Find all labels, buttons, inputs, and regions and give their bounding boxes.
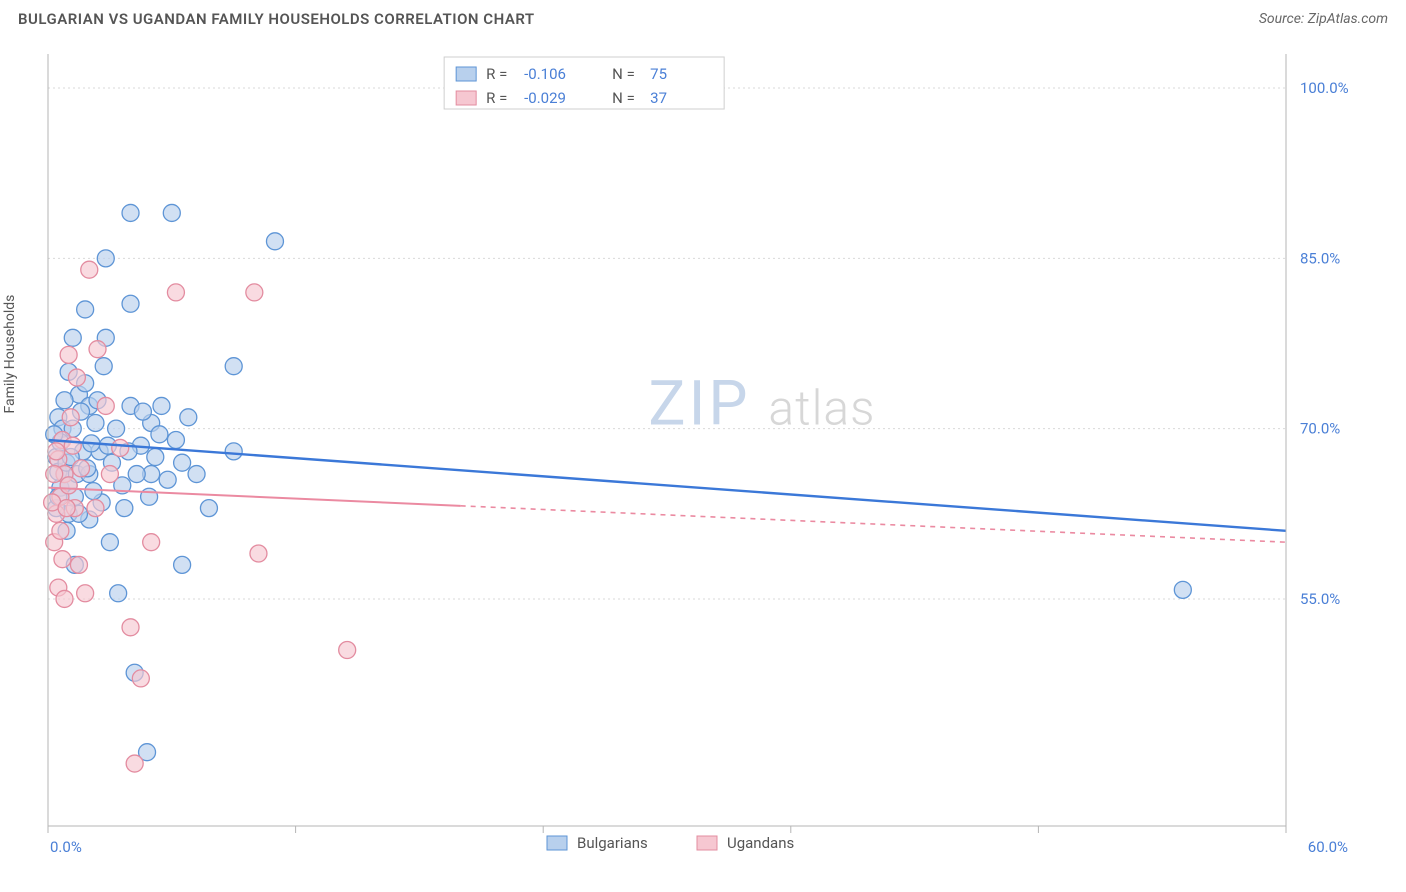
source-name: ZipAtlas.com: [1308, 11, 1388, 27]
legend-swatch: [456, 91, 476, 105]
data-point: [97, 397, 114, 414]
x-tick-label: 0.0%: [50, 838, 82, 856]
data-point: [87, 414, 104, 431]
legend-n-value: 75: [650, 65, 667, 83]
data-point: [85, 483, 102, 500]
data-point: [110, 585, 127, 602]
header-bar: BULGARIAN VS UGANDAN FAMILY HOUSEHOLDS C…: [0, 0, 1406, 36]
y-tick-label: 85.0%: [1300, 249, 1340, 267]
data-point: [174, 556, 191, 573]
data-point: [1174, 581, 1191, 598]
data-point: [188, 466, 205, 483]
data-point: [101, 466, 118, 483]
y-tick-label: 70.0%: [1300, 420, 1340, 438]
data-point: [81, 261, 98, 278]
data-point: [73, 460, 90, 477]
data-point: [58, 500, 75, 517]
data-point: [225, 358, 242, 375]
data-point: [54, 551, 71, 568]
legend-n-value: 37: [650, 89, 667, 107]
legend-n-label: N =: [612, 89, 635, 107]
data-point: [60, 477, 77, 494]
data-point: [141, 488, 158, 505]
data-point: [126, 755, 143, 772]
data-point: [89, 341, 106, 358]
data-point: [95, 358, 112, 375]
data-point: [163, 204, 180, 221]
data-point: [180, 409, 197, 426]
legend-r-value: -0.106: [524, 65, 566, 83]
data-point: [132, 670, 149, 687]
data-point: [101, 534, 118, 551]
data-point: [70, 556, 87, 573]
trendline-ugandans-dashed: [461, 506, 1286, 542]
data-point: [52, 522, 69, 539]
data-point: [108, 420, 125, 437]
bottom-legend-swatch: [697, 836, 717, 850]
watermark-zip: ZIP: [648, 368, 750, 441]
chart-title: BULGARIAN VS UGANDAN FAMILY HOUSEHOLDS C…: [18, 10, 535, 28]
data-point: [87, 500, 104, 517]
data-point: [167, 284, 184, 301]
data-point: [225, 443, 242, 460]
data-point: [122, 204, 139, 221]
bottom-legend-label: Ugandans: [727, 834, 794, 852]
data-point: [64, 329, 81, 346]
data-point: [151, 426, 168, 443]
data-point: [60, 346, 77, 363]
data-point: [167, 432, 184, 449]
data-point: [116, 500, 133, 517]
x-tick-label: 60.0%: [1308, 838, 1348, 856]
data-point: [266, 233, 283, 250]
legend-swatch: [456, 67, 476, 81]
data-point: [339, 642, 356, 659]
data-point: [112, 439, 129, 456]
bottom-legend-swatch: [547, 836, 567, 850]
source-credit: Source: ZipAtlas.com: [1259, 11, 1388, 27]
data-point: [246, 284, 263, 301]
data-point: [62, 409, 79, 426]
data-point: [48, 443, 65, 460]
data-point: [122, 619, 139, 636]
data-point: [200, 500, 217, 517]
data-point: [68, 369, 85, 386]
trendline-bulgarians: [48, 440, 1286, 531]
data-point: [97, 250, 114, 267]
legend-r-label: R =: [486, 89, 507, 107]
data-point: [159, 471, 176, 488]
y-tick-label: 100.0%: [1300, 79, 1349, 97]
data-point: [174, 454, 191, 471]
data-point: [77, 585, 94, 602]
legend-n-label: N =: [612, 65, 635, 83]
data-point: [128, 466, 145, 483]
data-point: [153, 397, 170, 414]
data-point: [147, 449, 164, 466]
y-axis-label: Family Households: [2, 295, 18, 414]
data-point: [122, 295, 139, 312]
data-point: [77, 301, 94, 318]
legend-r-label: R =: [486, 65, 507, 83]
data-point: [56, 392, 73, 409]
source-prefix: Source:: [1259, 11, 1308, 27]
data-point: [143, 534, 160, 551]
data-point: [64, 437, 81, 454]
y-tick-label: 55.0%: [1300, 590, 1340, 608]
watermark-atlas: atlas: [768, 380, 875, 437]
data-point: [134, 403, 151, 420]
data-point: [250, 545, 267, 562]
data-point: [56, 590, 73, 607]
plot-area: Family Households 55.0%70.0%85.0%100.0%Z…: [18, 44, 1388, 874]
bottom-legend-label: Bulgarians: [577, 834, 648, 852]
chart-svg: 55.0% 70.0% 85.0% 100.0% ZIP atlas 0.0% 60.0% R …: [18, 44, 1368, 874]
legend-r-value: -0.029: [524, 89, 566, 107]
